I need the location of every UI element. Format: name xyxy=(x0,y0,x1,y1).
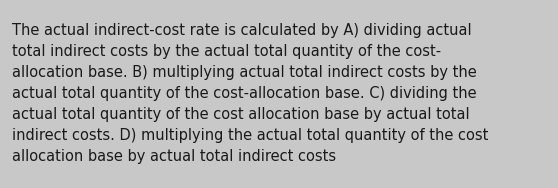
Text: The actual indirect-cost rate is calculated by A) dividing actual
total indirect: The actual indirect-cost rate is calcula… xyxy=(12,23,489,164)
